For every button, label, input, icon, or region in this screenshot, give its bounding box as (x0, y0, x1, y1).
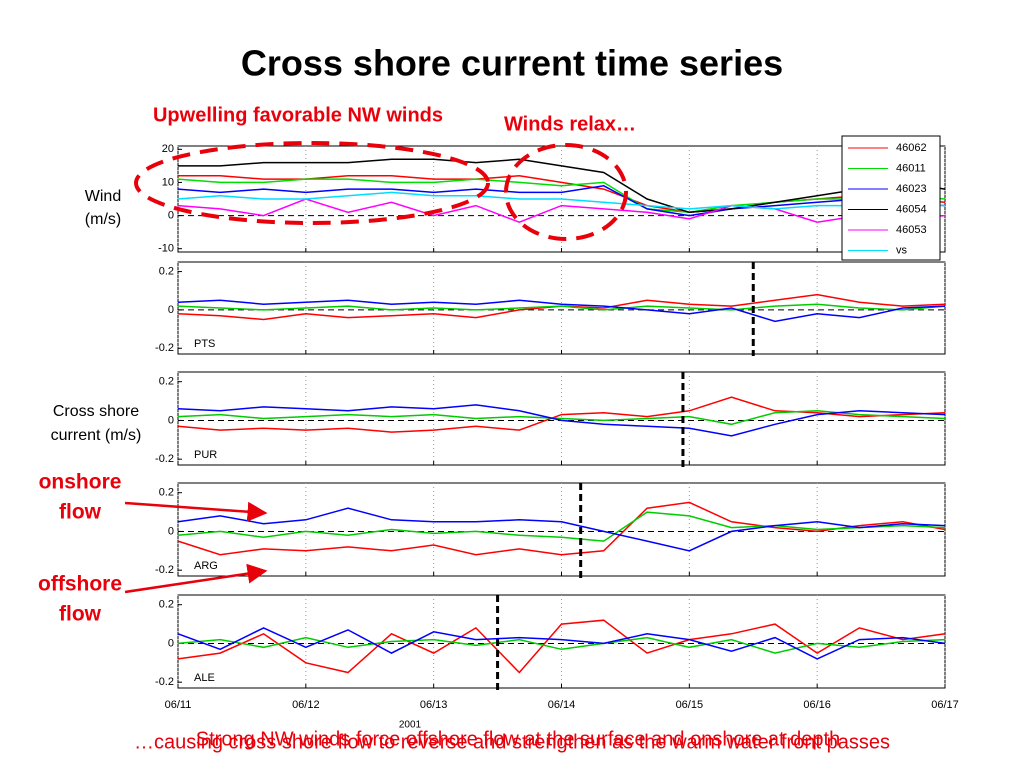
y-axis-label: Cross shore (53, 403, 139, 420)
overlay (124, 141, 628, 594)
footer: Strong NW winds force offshore flow at t… (196, 728, 840, 750)
y-tick-label: 0 (168, 525, 174, 537)
y-tick-label: 10 (162, 176, 174, 188)
x-tick-label: 06/15 (676, 699, 704, 711)
y-tick-label: 0.2 (159, 376, 174, 388)
legend-label: 46053 (896, 224, 927, 236)
highlight-ellipse (504, 143, 628, 241)
series-line (177, 636, 946, 654)
series-line (177, 619, 946, 674)
chart: 06/11 06/12 06/13 06/14 06/15 06/16 06/17 -0.2 0… (155, 594, 959, 731)
x-tick-label: 06/17 (931, 699, 959, 711)
legend-label: 46011 (896, 162, 926, 174)
series-line (177, 299, 946, 323)
y-axis-label: current (m/s) (51, 427, 142, 444)
x-tick-label: 06/14 (548, 699, 576, 711)
annotation: Upwelling favorable NW winds (153, 104, 443, 126)
y-axis-label: (m/s) (85, 211, 121, 228)
legend-label: 46023 (896, 183, 927, 195)
y-tick-label: -0.2 (155, 676, 174, 688)
x-axis-label: 2001 (399, 720, 422, 731)
chart: -0.2 0 0.2 ARG (155, 482, 946, 578)
arrow (124, 501, 268, 522)
x-tick-label: 06/11 (165, 699, 192, 711)
chart: -0.2 0 0.2 PTS (155, 261, 946, 356)
slide-title: Cross shore current time series (241, 43, 783, 84)
series-line (177, 404, 946, 437)
x-tick-label: 06/16 (803, 699, 831, 711)
annotation: flow (59, 501, 102, 524)
legend-label: 46062 (896, 142, 927, 154)
annotation: Winds relax… (504, 113, 636, 135)
series-line (177, 501, 946, 556)
station-label: ALE (194, 672, 215, 684)
station-label: PUR (194, 449, 217, 461)
x-tick-label: 06/12 (292, 699, 320, 711)
series-line (178, 158, 946, 214)
charts: -1001020Wind(m/s)46062460114602346054460… (85, 135, 959, 731)
series-line (177, 303, 946, 311)
series-line (177, 511, 946, 542)
y-tick-label: 0 (168, 304, 174, 316)
y-tick-label: 0.2 (159, 599, 174, 611)
legend-label: 46054 (896, 203, 927, 215)
series-line (177, 627, 946, 660)
plot-area (177, 594, 946, 689)
y-tick-label: 0 (168, 637, 174, 649)
series-line (177, 185, 946, 217)
series-line (177, 410, 946, 426)
y-axis-label: Wind (85, 188, 121, 205)
series-line (177, 178, 946, 214)
series-line (177, 396, 946, 433)
legend: 46062 46011 46023 46054 46053 vs (841, 135, 941, 261)
y-tick-label: 0 (168, 414, 174, 426)
annotation: flow (59, 603, 102, 626)
arrow (124, 563, 268, 594)
annotation: offshore (38, 573, 122, 596)
y-tick-label: 0.2 (159, 265, 174, 277)
series-line (177, 191, 946, 210)
series-line (177, 507, 946, 552)
legend-label: vs (896, 244, 908, 256)
y-tick-label: -10 (158, 243, 174, 255)
y-tick-label: 20 (162, 143, 174, 155)
annotation: onshore (39, 471, 122, 494)
y-tick-label: -0.2 (155, 453, 174, 465)
station-label: PTS (194, 338, 215, 350)
highlight-ellipse (134, 141, 490, 225)
chart: -1001020Wind(m/s)46062460114602346054460… (85, 135, 946, 261)
station-label: ARG (194, 560, 218, 572)
y-tick-label: -0.2 (155, 564, 174, 576)
y-tick-label: 0 (168, 209, 174, 221)
legend-box (841, 135, 941, 261)
footer: …causing cross shore flow to reverse and… (134, 731, 890, 753)
x-tick-label: 06/13 (420, 699, 448, 711)
y-tick-label: -0.2 (155, 342, 174, 354)
y-tick-label: 0.2 (159, 487, 174, 499)
chart: -0.2 0 0.2 PUR (155, 371, 946, 467)
